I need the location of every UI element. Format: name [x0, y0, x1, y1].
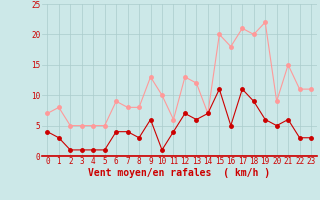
X-axis label: Vent moyen/en rafales  ( km/h ): Vent moyen/en rafales ( km/h ) — [88, 168, 270, 178]
